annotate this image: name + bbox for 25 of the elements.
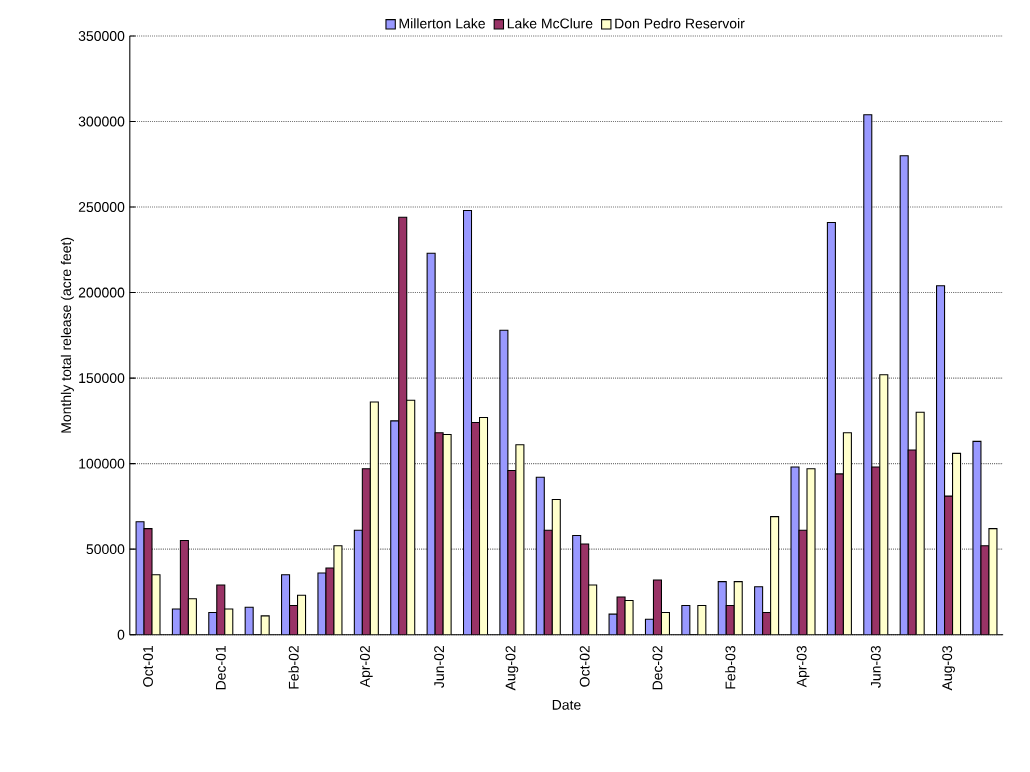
x-tick-label: Dec-01 [215, 646, 226, 690]
x-tick-label: Aug-03 [942, 645, 955, 691]
x-tick-label: Oct-01 [143, 645, 153, 687]
y-axis-title: Monthly total release (acre feet) [60, 237, 74, 433]
legend-label: Lake McClure [507, 18, 593, 29]
legend-label: Don Pedro Reservoir [615, 18, 745, 29]
y-tick-label: 100000 [79, 458, 125, 469]
y-tick-label: 150000 [79, 373, 125, 384]
x-tick-label: Apr-02 [360, 646, 373, 688]
legend-label: Millerton Lake [399, 18, 485, 29]
x-tick-label: Dec-02 [652, 646, 663, 690]
x-tick-label: Feb-03 [725, 645, 736, 689]
x-axis-title: Date [552, 700, 581, 710]
y-tick-label: 50000 [86, 544, 125, 555]
x-tick-label: Jun-02 [434, 646, 445, 688]
x-tick-label: Oct-02 [579, 646, 590, 687]
x-tick-label: Apr-03 [796, 645, 810, 688]
y-tick-label: 200000 [78, 287, 125, 298]
y-tick-label: 350000 [78, 31, 125, 41]
x-tick-label: Aug-02 [505, 646, 519, 691]
y-tick-label: 250000 [78, 202, 125, 213]
x-tick-label: Jun-03 [870, 645, 881, 688]
y-tick-label: 0 [117, 629, 125, 640]
x-tick-label: Feb-02 [288, 646, 299, 689]
y-tick-label: 300000 [78, 116, 125, 127]
